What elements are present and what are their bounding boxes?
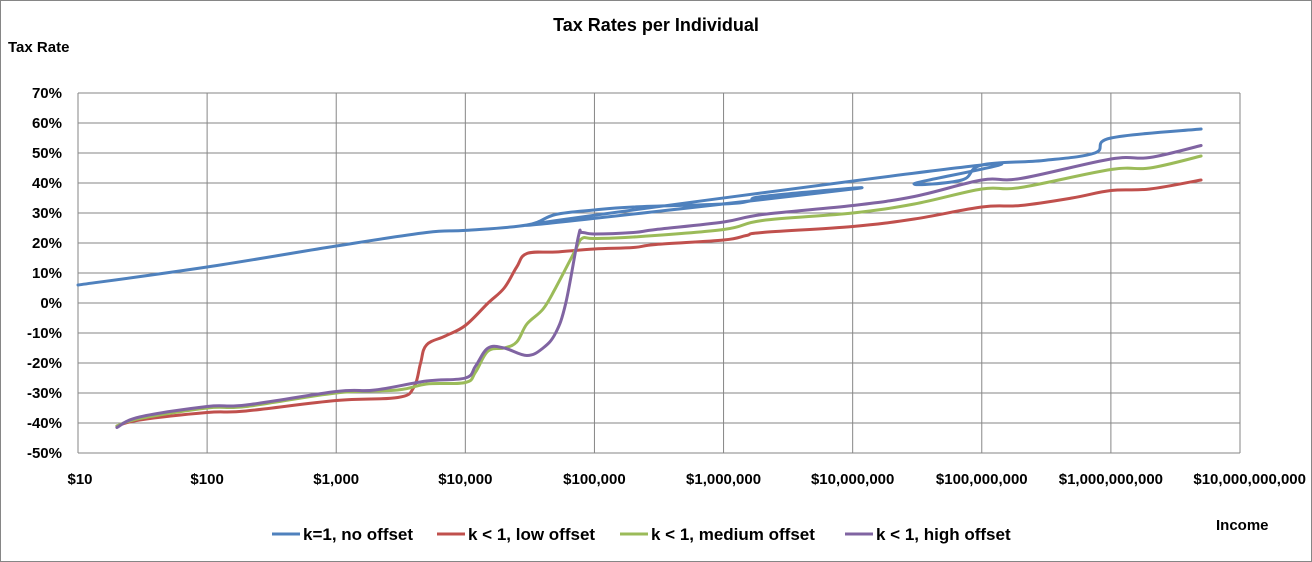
series-line xyxy=(76,127,1203,287)
legend-label: k=1, no offset xyxy=(303,525,413,544)
x-tick-label: $100,000 xyxy=(563,471,626,488)
y-tick-label: 10% xyxy=(32,265,62,282)
grid xyxy=(77,92,1241,454)
y-tick-label: 0% xyxy=(40,295,62,312)
y-tick-label: -20% xyxy=(27,355,62,372)
series-lines xyxy=(76,127,1203,429)
x-axis-title: Income xyxy=(1216,517,1269,534)
x-tick-label: $10,000 xyxy=(438,471,492,488)
y-tick-label: 70% xyxy=(32,85,62,102)
legend-label: k < 1, low offset xyxy=(468,525,595,544)
y-tick-label: 40% xyxy=(32,175,62,192)
y-tick-label: -10% xyxy=(27,325,62,342)
x-tick-label: $100,000,000 xyxy=(936,471,1028,488)
series-line xyxy=(115,144,1203,429)
legend: k=1, no offset k < 1, low offset k < 1, me… xyxy=(272,525,1011,544)
x-tick-label: $100 xyxy=(190,471,223,488)
legend-label: k < 1, medium offset xyxy=(651,525,815,544)
series-line xyxy=(115,178,1203,428)
chart-title: Tax Rates per Individual xyxy=(553,15,759,35)
x-tick-label: $1,000,000,000 xyxy=(1059,471,1163,488)
x-tick-labels: $10 $100 $1,000 $10,000 $100,000 $1,000,000 $1… xyxy=(67,471,1306,488)
y-tick-label: -50% xyxy=(27,445,62,462)
legend-label: k < 1, high offset xyxy=(876,525,1011,544)
x-tick-label: $1,000,000 xyxy=(686,471,761,488)
x-tick-label: $10,000,000 xyxy=(811,471,894,488)
y-tick-label: 20% xyxy=(32,235,62,252)
y-tick-label: 60% xyxy=(32,115,62,132)
y-axis-title: Tax Rate xyxy=(8,39,69,56)
series-line xyxy=(115,154,1203,428)
y-tick-label: 50% xyxy=(32,145,62,162)
y-tick-label: 30% xyxy=(32,205,62,222)
x-tick-label: $10 xyxy=(67,471,92,488)
y-tick-label: -40% xyxy=(27,415,62,432)
y-tick-label: -30% xyxy=(27,385,62,402)
x-tick-label: $1,000 xyxy=(313,471,359,488)
y-tick-labels: 70% 60% 50% 40% 30% 20% 10% 0% -10% -20% -30% -40% -… xyxy=(27,85,62,462)
x-tick-label: $10,000,000,000 xyxy=(1193,471,1306,488)
